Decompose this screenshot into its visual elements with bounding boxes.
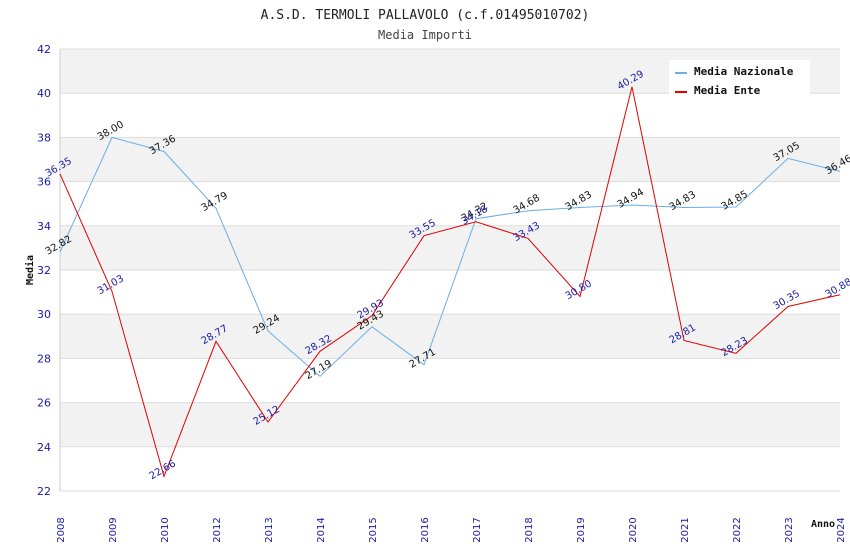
plot-band xyxy=(60,137,840,182)
x-tick-label: 2022 xyxy=(732,517,743,542)
x-tick-label: 2013 xyxy=(264,517,275,542)
x-tick-labels: 2008 2009 2010 2012 2013 2014 2015 2016 2017 2018… xyxy=(56,517,847,542)
x-tick-label: 2019 xyxy=(576,517,587,542)
y-tick-label: 22 xyxy=(37,485,51,498)
x-tick-label: 2015 xyxy=(368,517,379,542)
chart-subtitle: Media Importi xyxy=(378,28,472,42)
gridlines xyxy=(59,48,840,492)
chart-title: A.S.D. TERMOLI PALLAVOLO (c.f.0149501070… xyxy=(261,8,590,23)
plot-band xyxy=(60,446,840,491)
y-tick-label: 28 xyxy=(37,352,51,365)
y-tick-label: 30 xyxy=(37,308,51,321)
legend-label: Media Ente xyxy=(694,84,761,97)
x-tick-label: 2008 xyxy=(56,517,67,542)
plot-band xyxy=(60,93,840,138)
x-tick-label: 2012 xyxy=(212,517,223,542)
series-line xyxy=(59,136,841,377)
y-axis-label: Media xyxy=(24,255,36,285)
x-tick-label: 2016 xyxy=(420,517,431,542)
y-tick-label: 26 xyxy=(37,397,51,410)
y-tick-label: 38 xyxy=(37,131,51,144)
plot-band xyxy=(60,225,840,270)
x-tick-label: 2021 xyxy=(680,517,691,542)
x-axis-label: Anno xyxy=(811,519,835,530)
y-tick-label: 36 xyxy=(37,176,51,189)
x-tick-label: 2014 xyxy=(316,517,327,542)
y-tick-label: 42 xyxy=(37,43,51,56)
plot-band xyxy=(60,402,840,447)
series-line xyxy=(59,86,841,478)
plot-band xyxy=(60,181,840,226)
y-tick-label: 40 xyxy=(37,87,51,100)
y-tick-label: 24 xyxy=(37,441,51,454)
y-tick-label: 32 xyxy=(37,264,51,277)
x-tick-label: 2018 xyxy=(524,517,535,542)
x-tick-label: 2020 xyxy=(628,517,639,542)
y-tick-labels: 22 24 26 28 30 32 34 36 38 40 42 xyxy=(37,43,51,498)
legend-box xyxy=(669,60,810,98)
series-lines xyxy=(59,86,841,478)
legend-label: Media Nazionale xyxy=(694,65,794,78)
plot-band xyxy=(60,358,840,403)
x-tick-label: 2024 xyxy=(836,517,847,542)
legend: Media Nazionale Media Ente xyxy=(669,60,810,98)
y-tick-label: 34 xyxy=(37,220,51,233)
x-tick-label: 2023 xyxy=(784,517,795,542)
plot-band xyxy=(60,314,840,359)
x-tick-label: 2017 xyxy=(472,517,483,542)
x-tick-label: 2010 xyxy=(160,517,171,542)
x-tick-label: 2009 xyxy=(108,517,119,542)
